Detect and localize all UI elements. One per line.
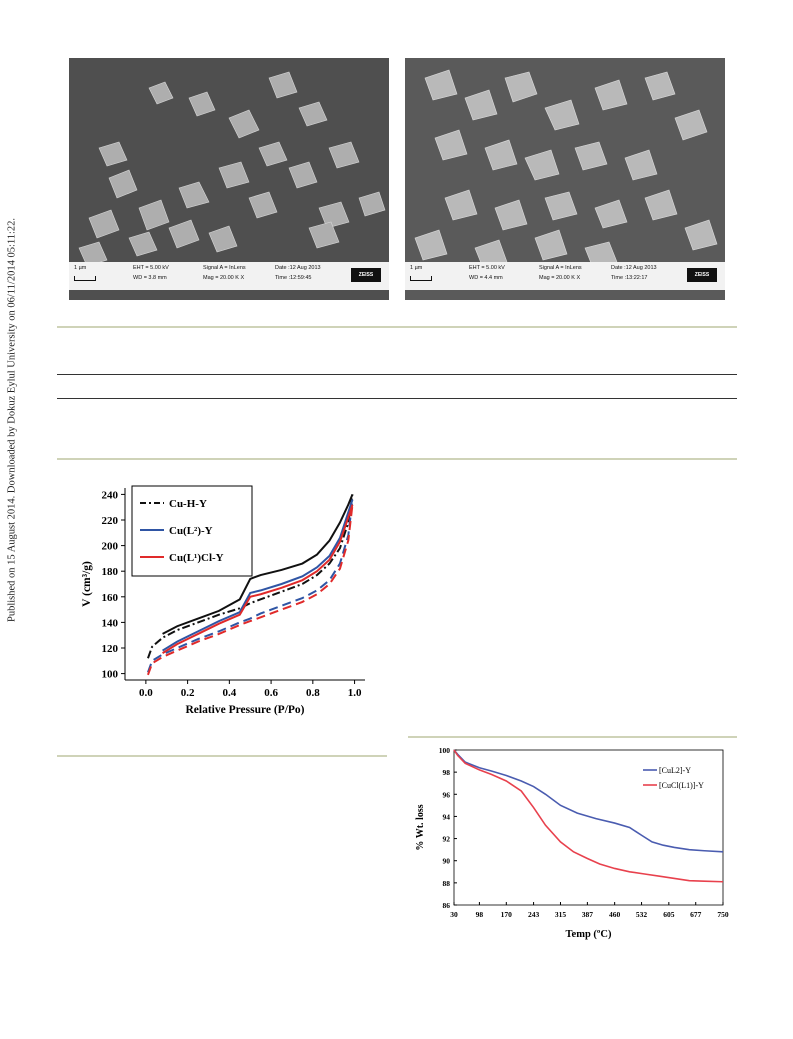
- legend-label: Cu(L¹)Cl-Y: [169, 552, 224, 564]
- tga-chart: 86 88 90 92 94 96 98 100 30 98 170 243 315 387 460 532 6…: [415, 746, 729, 940]
- isotherm-series-adsorption: [147, 504, 354, 676]
- x-tick-label: 243: [528, 910, 540, 919]
- eht-value: EHT = 5.00 kV: [469, 265, 505, 271]
- x-tick-label: 98: [476, 910, 484, 919]
- wd-value: WD = 4.4 mm: [469, 275, 503, 281]
- time-value: Time :13:22:17: [611, 275, 648, 281]
- x-tick-label: 315: [555, 910, 567, 919]
- scale-label: 1 µm: [410, 265, 423, 271]
- y-tick-label: 120: [102, 643, 119, 655]
- tga-series-line: [453, 749, 724, 883]
- scale-bar: [74, 276, 96, 281]
- x-tick-label: 170: [501, 910, 513, 919]
- tga-series-line: [453, 749, 724, 853]
- isotherm-series-adsorption: [147, 499, 354, 673]
- isotherm-series-adsorption: [147, 494, 354, 659]
- y-tick-label: 240: [102, 489, 119, 501]
- date-value: Date :12 Aug 2013: [611, 265, 657, 271]
- y-tick-label: 88: [443, 879, 451, 888]
- y-tick-label: 92: [443, 835, 451, 844]
- y-tick-label: 98: [443, 768, 451, 777]
- x-tick-label: 750: [717, 910, 729, 919]
- scale-label: 1 µm: [74, 265, 87, 271]
- date-value: Date :12 Aug 2013: [275, 265, 321, 271]
- y-tick-label: 200: [102, 541, 119, 553]
- isotherm-series-desorption: [162, 494, 354, 635]
- y-tick-label: 94: [443, 812, 451, 821]
- y-tick-label: 90: [443, 857, 451, 866]
- time-value: Time :12:59:45: [275, 275, 312, 281]
- zeiss-logo: ZEISS: [687, 268, 717, 282]
- divider-rule: [408, 736, 737, 738]
- mag-value: Mag = 20.00 K X: [203, 275, 245, 281]
- x-tick-label: 677: [690, 910, 702, 919]
- scale-bar: [410, 276, 432, 281]
- sem-micrograph-right: 1 µm EHT = 5.00 kV WD = 4.4 mm Signal A …: [405, 58, 725, 300]
- x-tick-label: 0.0: [139, 687, 153, 699]
- x-tick-label: 30: [450, 910, 458, 919]
- x-tick-label: 387: [582, 910, 594, 919]
- x-tick-label: 1.0: [348, 687, 362, 699]
- side-note-text: Published on 15 August 2014. Downloaded …: [6, 217, 18, 623]
- y-tick-label: 160: [102, 592, 119, 604]
- x-tick-label: 605: [663, 910, 675, 919]
- y-tick-label: 100: [439, 746, 451, 755]
- mag-value: Mag = 20.00 K X: [539, 275, 581, 281]
- x-tick-label: 532: [636, 910, 648, 919]
- sem-info-bar: 1 µm EHT = 5.00 kV WD = 3.8 mm Signal A …: [69, 262, 389, 290]
- sem-texture-left: [69, 58, 389, 300]
- zeiss-logo: ZEISS: [351, 268, 381, 282]
- legend-label: Cu(L²)-Y: [169, 525, 213, 537]
- isotherm-series-desorption: [162, 504, 354, 654]
- legend-label: Cu-H-Y: [169, 498, 207, 510]
- x-tick-label: 0.6: [264, 687, 278, 699]
- x-tick-label: 0.2: [181, 687, 195, 699]
- x-axis-label: Temp (ºC): [566, 929, 612, 940]
- y-axis-label: V (cm³/g): [81, 561, 93, 607]
- y-tick-label: 180: [102, 566, 119, 578]
- y-tick-label: 96: [443, 790, 451, 799]
- divider-rule: [57, 326, 737, 328]
- x-tick-label: 460: [609, 910, 621, 919]
- isotherm-series-desorption: [162, 499, 354, 652]
- legend-label: [CuCl(L1)]-Y: [659, 781, 704, 790]
- signal-value: Signal A = InLens: [203, 265, 246, 271]
- y-tick-label: 220: [102, 515, 119, 527]
- x-axis-label: Relative Pressure (P/Po): [185, 704, 304, 716]
- y-tick-label: 140: [102, 617, 119, 629]
- table-mid-rule: [57, 398, 737, 399]
- sem-texture-right: [405, 58, 725, 300]
- plot-frame: [453, 749, 724, 906]
- wd-value: WD = 3.8 mm: [133, 275, 167, 281]
- x-tick-label: 0.8: [306, 687, 320, 699]
- y-tick-label: 100: [102, 669, 119, 681]
- x-tick-label: 0.4: [222, 687, 236, 699]
- y-axis-label: % Wt. loss: [415, 804, 426, 850]
- divider-rule: [57, 755, 387, 757]
- table-top-rule: [57, 374, 737, 375]
- legend-label: [CuL2]-Y: [659, 766, 691, 775]
- nitrogen-isotherm-chart: 100 120 140 160 180 200 220 240 0.0 0.2 0.4 0.6 0.8 1…: [81, 485, 365, 716]
- sem-micrograph-left: 1 µm EHT = 5.00 kV WD = 3.8 mm Signal A …: [69, 58, 389, 300]
- eht-value: EHT = 5.00 kV: [133, 265, 169, 271]
- signal-value: Signal A = InLens: [539, 265, 582, 271]
- publication-side-note: Published on 15 August 2014. Downloaded …: [0, 0, 24, 1039]
- divider-rule: [57, 458, 737, 460]
- sem-info-bar: 1 µm EHT = 5.00 kV WD = 4.4 mm Signal A …: [405, 262, 725, 290]
- y-tick-label: 86: [443, 901, 451, 910]
